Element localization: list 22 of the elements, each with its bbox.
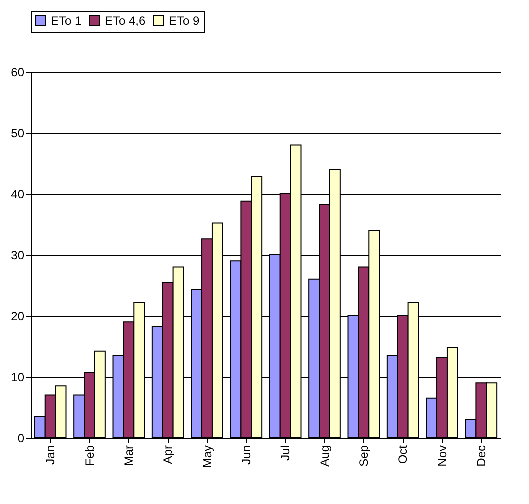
y-tick-label: 10 bbox=[11, 370, 25, 384]
legend-label: ETo 4,6 bbox=[105, 14, 146, 28]
x-tick-label: Oct bbox=[396, 444, 410, 464]
x-tick-label: Dec bbox=[474, 446, 488, 467]
y-tick-label: 40 bbox=[11, 188, 25, 202]
x-tick-label: Jul bbox=[278, 446, 293, 461]
y-tick-label: 20 bbox=[11, 310, 25, 324]
x-tick-label: Aug bbox=[318, 446, 332, 467]
y-tick-label: 30 bbox=[11, 248, 25, 262]
x-tick-label: Jun bbox=[239, 446, 254, 465]
x-tick-label: Feb bbox=[82, 445, 97, 466]
x-tick-label: Mar bbox=[122, 446, 136, 466]
y-tick-label: 60 bbox=[11, 66, 25, 80]
x-tick-label: Jan bbox=[44, 446, 58, 465]
x-tick-label: May bbox=[200, 446, 214, 468]
y-tick-label: 0 bbox=[18, 432, 25, 446]
legend-label: ETo 9 bbox=[169, 14, 200, 28]
x-tick-label: Nov bbox=[435, 446, 450, 467]
x-tick-label: Apr bbox=[161, 446, 176, 464]
y-tick-label: 50 bbox=[11, 126, 25, 140]
x-tick-label: Sep bbox=[356, 445, 371, 467]
legend-label: ETo 1 bbox=[51, 14, 82, 28]
